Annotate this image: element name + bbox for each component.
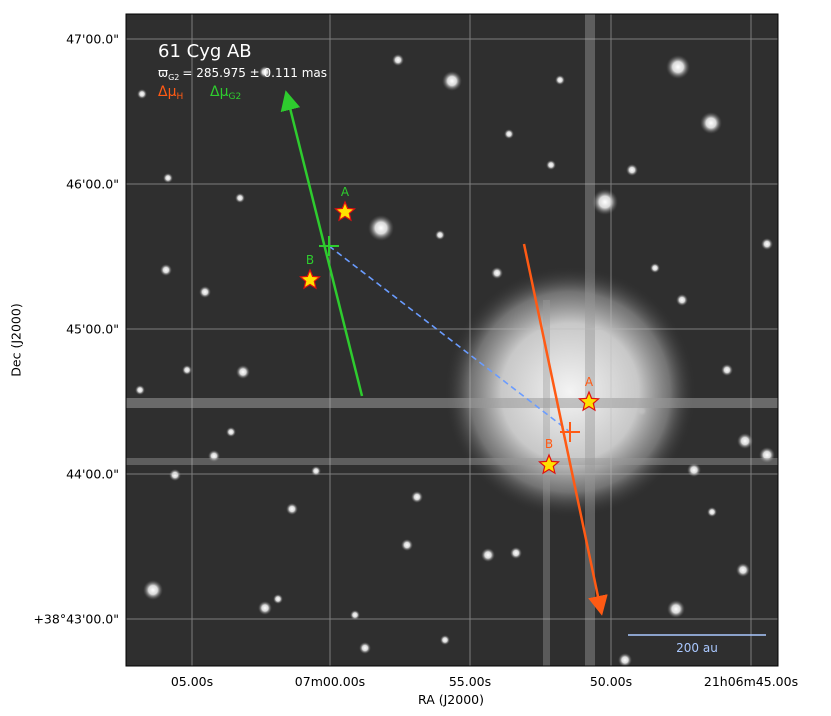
field-star [359, 642, 371, 654]
star-label-gaia-b: B [306, 253, 314, 267]
plot-frame [125, 13, 779, 667]
field-star [226, 427, 236, 437]
field-star [555, 75, 565, 85]
field-star [143, 580, 163, 600]
field-star [160, 264, 172, 276]
x-tick-label: 21h06m45.00s [703, 674, 799, 689]
field-star [736, 563, 750, 577]
field-star [721, 364, 733, 376]
x-tick-label: 55.00s [448, 674, 492, 689]
field-star [208, 450, 220, 462]
field-star [504, 129, 514, 139]
field-star [137, 89, 147, 99]
field-star [350, 610, 360, 620]
field-star [759, 447, 775, 463]
diffraction-spike-vertical-2 [543, 300, 550, 666]
field-star [169, 469, 181, 481]
field-star [258, 601, 272, 615]
diffraction-spike-vertical [585, 14, 595, 666]
coordinate-grid [126, 14, 778, 666]
field-star [666, 55, 690, 79]
star-label-hipparcos-a: A [585, 375, 594, 389]
field-star [411, 491, 423, 503]
field-star [687, 463, 701, 477]
y-tick-label: 44'00.0" [66, 466, 119, 482]
field-star [163, 173, 173, 183]
y-tick-label: 45'00.0" [66, 321, 119, 337]
x-axis-title: RA (J2000) [418, 692, 484, 707]
field-star [259, 66, 271, 78]
field-star [618, 653, 632, 666]
field-star [481, 548, 495, 562]
y-axis-title: Dec (J2000) [8, 303, 24, 377]
field-star [510, 547, 522, 559]
star-marker-g2-a [334, 200, 356, 222]
star-markers [299, 200, 600, 475]
gaia-barycenter-cross [319, 236, 339, 256]
plot-title: 61 Cyg AB [158, 41, 252, 62]
field-star [761, 238, 773, 250]
star-marker-g2-b [299, 268, 321, 290]
field-star [626, 164, 638, 176]
y-tick-label: 46'00.0" [66, 176, 119, 192]
gaia-motion-arrow [280, 90, 364, 397]
field-star [273, 594, 283, 604]
field-star [676, 294, 688, 306]
field-star [667, 600, 685, 618]
parallax-label: ϖG2 = 285.975 ± 0.111 mas [158, 66, 327, 82]
star-marker-h-b [538, 453, 560, 475]
field-star [491, 267, 503, 279]
field-star [135, 385, 145, 395]
field-star [650, 263, 660, 273]
field-star [401, 539, 413, 551]
x-tick-label: 05.00s [170, 674, 214, 689]
hipparcos-motion-arrow [522, 243, 608, 616]
y-tick-label: 47'00.0" [66, 31, 119, 47]
star-label-gaia-a: A [341, 185, 350, 199]
scale-bar-label: 200 au [676, 641, 718, 655]
field-star [368, 215, 394, 241]
field-star [442, 71, 462, 91]
legend-gaia: ΔμG2 [210, 84, 241, 102]
field-star [546, 160, 556, 170]
field-star [707, 507, 717, 517]
field-star [199, 286, 211, 298]
field-star [182, 365, 192, 375]
diffraction-spike-horizontal-2 [126, 458, 778, 465]
field-star [286, 503, 298, 515]
field-star [236, 365, 250, 379]
field-star [737, 433, 753, 449]
diffraction-spike-horizontal [126, 398, 778, 408]
bright-star-halo [445, 267, 695, 517]
star-label-hipparcos-b: B [545, 437, 553, 451]
legend-hipparcos: ΔμH [158, 84, 183, 102]
x-tick-label: 50.00s [589, 674, 633, 689]
barycenter-connector [328, 245, 571, 433]
x-tick-label: 07m00.00s [294, 674, 366, 689]
field-star [440, 635, 450, 645]
field-star [592, 189, 618, 215]
field-star [700, 112, 722, 134]
y-tick-label: +38°43'00.0" [33, 611, 119, 627]
star-marker-h-a [578, 390, 600, 412]
field-stars [135, 54, 775, 666]
field-star [392, 54, 404, 66]
hipparcos-barycenter-cross [560, 422, 580, 442]
field-star [235, 193, 245, 203]
field-star [435, 230, 445, 240]
